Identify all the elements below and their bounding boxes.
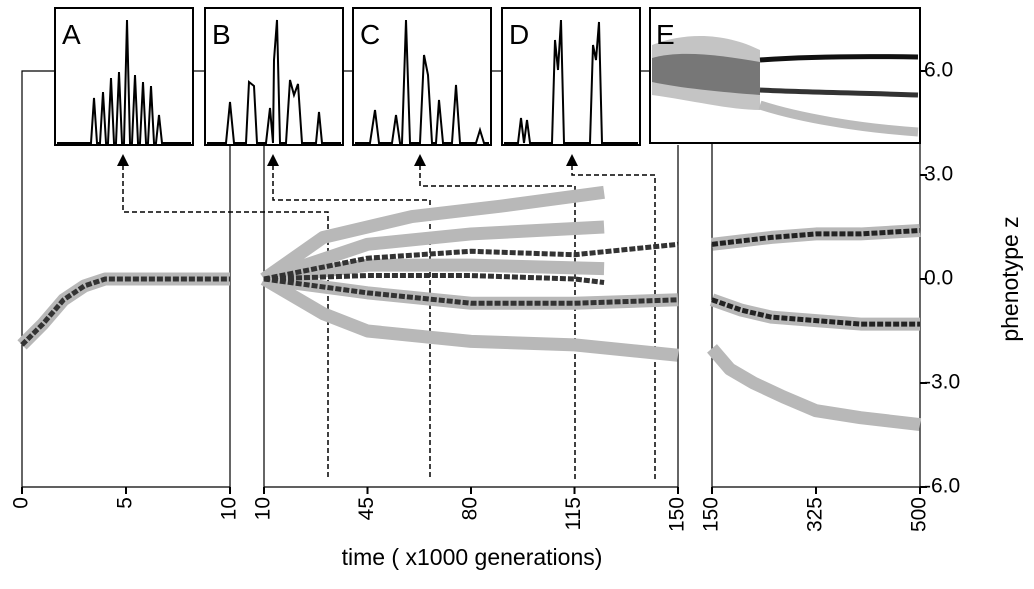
arrowhead [117, 154, 129, 166]
branch [263, 273, 605, 285]
dashed-link [419, 165, 576, 480]
branch [261, 220, 605, 286]
arrowhead [267, 154, 279, 166]
inset-label: C [360, 19, 380, 50]
x-tick-label: 150 [700, 497, 723, 532]
plot-area: 0 5 10 10 45 80 115 150 time ( x1000 generations… [10, 59, 1024, 570]
inset-trace [759, 54, 919, 63]
y-tick-label: 6.0 [924, 59, 953, 82]
x-tick-label: 10 [252, 497, 275, 520]
arrowhead [566, 154, 578, 166]
x-tick-label: 10 [218, 497, 241, 520]
x-tick-label: 115 [562, 497, 585, 530]
inset-trace [759, 87, 919, 98]
x-tick-label: 0 [10, 497, 33, 509]
x-tick-label: 5 [114, 497, 137, 509]
branch [20, 276, 230, 347]
y-tick-label: 3.0 [924, 163, 953, 186]
distribution [504, 19, 638, 144]
inset-label: E [656, 19, 675, 50]
inset-box [501, 7, 641, 146]
y-tick-label: -6.0 [924, 475, 960, 498]
dashed-link [122, 165, 329, 480]
inset-label: D [509, 19, 529, 50]
distribution [355, 19, 489, 144]
inset-trace [652, 53, 760, 95]
branch [260, 273, 679, 362]
branch [707, 344, 921, 432]
arrowhead [414, 154, 426, 166]
y-tick-label: -3.0 [924, 371, 960, 394]
branch [711, 297, 920, 327]
x-tick-label: 150 [666, 497, 689, 532]
branch [711, 227, 921, 247]
branch [263, 241, 679, 282]
x-tick-label: 325 [804, 497, 827, 532]
arrows [117, 154, 656, 480]
inset-label: A [62, 19, 81, 50]
inset-box [54, 7, 194, 146]
branch [263, 276, 679, 306]
x-tick-label: 500 [908, 497, 931, 532]
insets: A B C D E [54, 7, 921, 146]
branch [263, 258, 605, 286]
y-tick-label: 0.0 [924, 267, 953, 290]
x-tick-label: 45 [355, 497, 378, 520]
y-axis-label: phenotype z [997, 216, 1023, 341]
distribution [57, 19, 191, 144]
inset-label: B [212, 19, 231, 50]
x-tick-label: 80 [459, 497, 482, 520]
x-axis-label: time ( x1000 generations) [342, 544, 603, 570]
dashed-link [571, 165, 656, 480]
branch [260, 185, 605, 285]
inset-trace [758, 100, 919, 137]
distribution [207, 19, 341, 144]
